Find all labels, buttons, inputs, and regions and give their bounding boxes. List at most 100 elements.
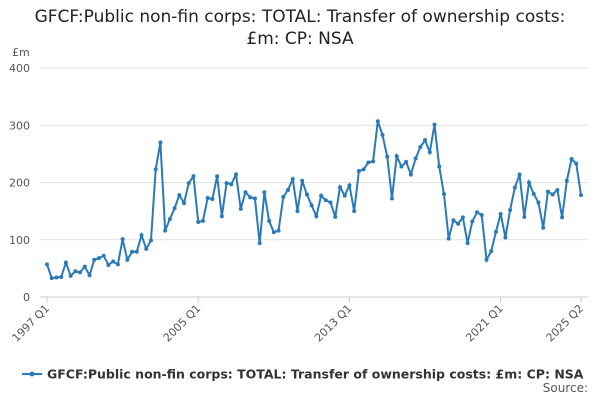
data-point xyxy=(579,193,583,198)
y-tick-label: 300 xyxy=(9,119,30,132)
data-point xyxy=(281,194,286,199)
data-point xyxy=(550,192,555,197)
data-point xyxy=(418,145,423,150)
data-line xyxy=(46,120,582,280)
data-point xyxy=(276,228,281,233)
data-point xyxy=(465,241,470,246)
data-point xyxy=(423,138,428,143)
data-point xyxy=(413,156,418,161)
data-point xyxy=(200,218,205,223)
data-point xyxy=(82,264,87,269)
data-point xyxy=(451,218,456,223)
data-point xyxy=(243,190,248,195)
data-point xyxy=(399,164,404,169)
data-point xyxy=(205,195,210,200)
data-point xyxy=(111,259,116,264)
data-point xyxy=(371,159,376,164)
legend-label: GFCF:Public non-fin corps: TOTAL: Transf… xyxy=(47,367,584,382)
data-point xyxy=(470,219,475,224)
y-tick-label: 100 xyxy=(9,234,30,247)
data-point xyxy=(267,218,272,223)
data-point xyxy=(319,193,324,198)
data-point xyxy=(158,140,163,145)
data-point xyxy=(560,215,565,220)
data-point xyxy=(238,206,243,211)
data-point xyxy=(564,178,569,183)
data-point xyxy=(545,189,550,194)
data-point xyxy=(186,181,191,186)
data-point xyxy=(182,201,187,206)
data-point xyxy=(522,214,527,219)
data-point xyxy=(125,257,130,262)
data-point xyxy=(352,209,357,214)
data-point xyxy=(210,197,215,202)
data-point xyxy=(290,177,295,182)
data-point xyxy=(96,256,101,261)
data-point xyxy=(456,221,461,226)
data-point xyxy=(404,159,409,164)
data-point xyxy=(304,192,309,197)
data-point xyxy=(130,249,135,254)
data-point xyxy=(361,167,366,172)
data-point xyxy=(531,191,536,196)
data-point xyxy=(172,206,177,211)
data-point xyxy=(512,185,517,190)
x-tick-label: 2013 Q1 xyxy=(312,302,355,345)
x-tick-label: 2025 Q2 xyxy=(544,302,587,345)
data-point xyxy=(59,274,64,279)
data-point xyxy=(342,193,347,198)
data-point xyxy=(78,270,83,275)
data-point xyxy=(148,238,153,243)
data-point xyxy=(101,253,106,258)
data-point xyxy=(541,225,546,230)
data-point xyxy=(460,215,465,220)
data-point xyxy=(536,200,541,205)
chart-title: GFCF:Public non-fin corps: TOTAL: Transf… xyxy=(34,7,566,49)
data-point xyxy=(347,183,352,188)
data-point xyxy=(115,262,120,267)
data-point xyxy=(323,198,328,203)
data-point xyxy=(92,257,97,262)
data-point xyxy=(475,210,480,215)
data-point xyxy=(234,172,239,177)
data-point xyxy=(309,203,314,208)
data-point xyxy=(441,191,446,196)
data-point xyxy=(446,236,451,241)
data-point xyxy=(366,160,371,165)
data-point xyxy=(191,174,196,179)
data-point xyxy=(380,132,385,137)
data-point xyxy=(555,187,560,192)
data-point xyxy=(408,172,413,177)
data-point xyxy=(427,150,432,155)
data-point xyxy=(134,249,139,254)
data-point xyxy=(63,260,68,265)
y-axis-label: £m xyxy=(12,46,30,59)
data-point xyxy=(375,119,380,124)
data-point xyxy=(120,237,125,242)
data-point xyxy=(479,213,484,218)
x-tick-label: 1997 Q1 xyxy=(10,302,53,345)
data-point xyxy=(87,273,92,278)
data-point xyxy=(167,217,172,222)
data-point xyxy=(493,229,498,234)
data-point xyxy=(527,180,532,185)
data-point xyxy=(224,181,229,186)
data-point xyxy=(248,195,253,200)
data-point xyxy=(229,182,234,187)
x-tick-label: 2021 Q1 xyxy=(463,302,506,345)
data-point xyxy=(271,230,276,235)
data-point xyxy=(106,262,111,267)
data-point xyxy=(153,167,158,172)
data-point xyxy=(177,193,182,198)
data-point xyxy=(389,196,394,201)
data-point xyxy=(503,235,508,240)
data-point xyxy=(219,214,224,219)
data-point xyxy=(262,190,267,195)
y-tick-label: 0 xyxy=(23,291,30,304)
data-point xyxy=(517,172,522,177)
source: Source: xyxy=(543,381,588,395)
data-point xyxy=(356,169,361,174)
data-point xyxy=(394,154,399,159)
data-point xyxy=(73,269,78,274)
